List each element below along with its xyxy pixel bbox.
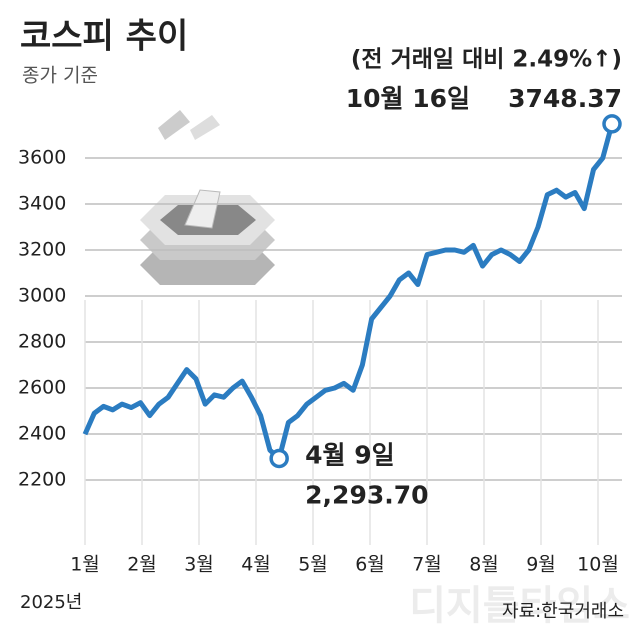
point-marker — [602, 114, 622, 134]
y-tick-label: 2600 — [18, 377, 66, 399]
value-label: 2,293.70 — [305, 480, 428, 509]
y-tick-label: 3000 — [18, 285, 66, 307]
point-marker — [269, 448, 289, 469]
y-tick-label: 2200 — [18, 469, 66, 491]
source: 자료:한국거래소 — [502, 601, 624, 622]
x-tick-label: 10월 — [577, 554, 619, 576]
x-tick-label: 4월 — [241, 554, 271, 576]
y-tick-label: 2800 — [18, 331, 66, 353]
x-tick-label: 9월 — [526, 554, 556, 576]
annotation: 4월 9일 — [305, 440, 395, 469]
annotation: 10월 16일 — [346, 84, 470, 113]
line — [82, 123, 615, 461]
year-label: 2025년 — [20, 592, 82, 613]
x-tick-label: 2월 — [127, 554, 157, 576]
x-tick-label: 1월 — [70, 554, 100, 576]
y-tick-label: 3600 — [18, 147, 66, 169]
icon — [140, 110, 275, 285]
x-tick-label: 3월 — [184, 554, 214, 576]
x-tick-label: 5월 — [298, 554, 328, 576]
value-label: 3748.37 — [508, 84, 622, 113]
y-tick-label: 2400 — [18, 423, 66, 445]
note: (전 거래일 대비 2.49%↑) — [351, 47, 622, 73]
y-tick-label: 3200 — [18, 239, 66, 261]
x-tick-label: 6월 — [355, 554, 385, 576]
chart-title: 코스피 추이 — [20, 17, 188, 57]
subtitle: 종가 기준 — [22, 65, 98, 87]
watermark: 디지틀타임스 — [409, 583, 630, 629]
x-tick-label: 8월 — [469, 554, 499, 576]
y-tick-label: 3400 — [18, 193, 66, 215]
x-tick-label: 7월 — [412, 554, 442, 576]
